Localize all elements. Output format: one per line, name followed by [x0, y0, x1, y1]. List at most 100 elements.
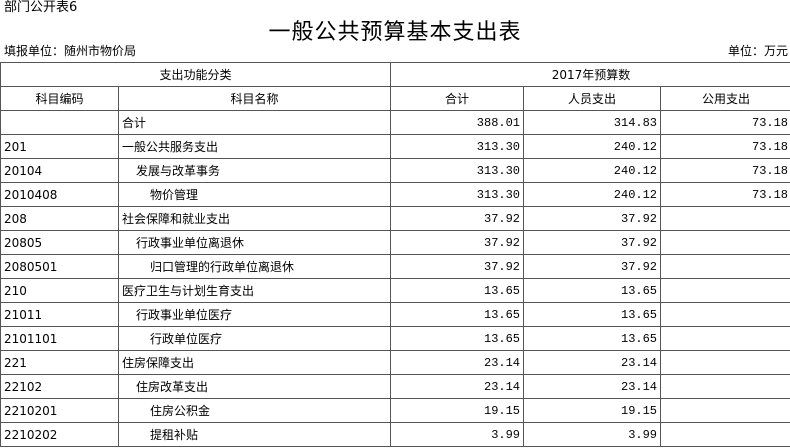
amount-cell: 37.92: [390, 230, 525, 255]
amount-cell: 23.14: [523, 374, 662, 399]
code-cell: 20805: [0, 230, 119, 255]
amount-cell: [660, 326, 790, 351]
amount-cell: 13.65: [523, 302, 662, 327]
amount-cell: [660, 230, 790, 255]
column-header-row: 科目编码 科目名称 合计 人员支出 公用支出: [0, 86, 790, 111]
amount-cell: 37.92: [523, 206, 662, 231]
name-cell: 提租补贴: [117, 422, 392, 447]
code-cell: 21011: [0, 302, 119, 327]
amount-cell: 23.14: [390, 350, 525, 375]
amount-cell: 13.65: [523, 326, 662, 351]
name-cell: 医疗卫生与计划生育支出: [117, 278, 392, 303]
name-cell: 发展与改革事务: [117, 158, 392, 183]
amount-cell: [660, 254, 790, 279]
name-cell: 一般公共服务支出: [117, 134, 392, 159]
amount-cell: [660, 398, 790, 423]
amount-cell: 3.99: [523, 422, 662, 447]
amount-cell: 13.65: [390, 326, 525, 351]
amount-cell: 240.12: [523, 134, 662, 159]
data-row: 2101101 行政单位医疗 13.65 13.65: [0, 326, 790, 351]
code-cell: 201: [0, 134, 119, 159]
data-row: 2210201 住房公积金 19.15 19.15: [0, 398, 790, 423]
amount-cell: 388.01: [390, 110, 525, 135]
code-cell: 20104: [0, 158, 119, 183]
group-header: 支出功能分类: [0, 62, 392, 87]
data-row: 2010408 物价管理 313.30 240.12 73.18: [0, 182, 790, 207]
name-cell: 社会保障和就业支出: [117, 206, 392, 231]
code-cell: 2080501: [0, 254, 119, 279]
amount-cell: 313.30: [390, 134, 525, 159]
group-header: 2017年预算数: [390, 62, 790, 87]
data-row: 20805 行政事业单位离退休 37.92 37.92: [0, 230, 790, 255]
name-cell: 住房公积金: [117, 398, 392, 423]
code-cell: [0, 110, 119, 135]
name-cell: 行政事业单位离退休: [117, 230, 392, 255]
data-row: 221 住房保障支出 23.14 23.14: [0, 350, 790, 375]
amount-cell: [660, 302, 790, 327]
amount-cell: 240.12: [523, 158, 662, 183]
name-cell: 住房保障支出: [117, 350, 392, 375]
amount-cell: [660, 374, 790, 399]
reporting-unit: 填报单位：随州市物价局: [4, 44, 137, 58]
name-cell: 物价管理: [117, 182, 392, 207]
column-header: 公用支出: [660, 86, 790, 111]
amount-cell: [660, 350, 790, 375]
code-cell: 2101101: [0, 326, 119, 351]
amount-cell: 313.30: [390, 182, 525, 207]
code-cell: 208: [0, 206, 119, 231]
group-header-row: 支出功能分类 2017年预算数: [0, 62, 790, 87]
data-row: 20104 发展与改革事务 313.30 240.12 73.18: [0, 158, 790, 183]
amount-cell: 37.92: [390, 254, 525, 279]
data-row: 201 一般公共服务支出 313.30 240.12 73.18: [0, 134, 790, 159]
table-body: 支出功能分类 2017年预算数 科目编码 科目名称 合计 人员支出 公用支出 合计 388.…: [0, 62, 790, 447]
name-cell: 行政事业单位医疗: [117, 302, 392, 327]
column-header: 合计: [390, 86, 525, 111]
code-cell: 2010408: [0, 182, 119, 207]
amount-cell: [660, 206, 790, 231]
column-header: 科目编码: [0, 86, 119, 111]
name-cell: 归口管理的行政单位离退休: [117, 254, 392, 279]
amount-cell: 19.15: [390, 398, 525, 423]
amount-cell: [660, 422, 790, 447]
amount-cell: [660, 278, 790, 303]
amount-cell: 23.14: [523, 350, 662, 375]
data-row: 合计 388.01 314.83 73.18: [0, 110, 790, 135]
amount-cell: 73.18: [660, 158, 790, 183]
amount-cell: 73.18: [660, 134, 790, 159]
column-header: 人员支出: [523, 86, 662, 111]
name-cell: 行政单位医疗: [117, 326, 392, 351]
amount-cell: 13.65: [390, 302, 525, 327]
amount-cell: 23.14: [390, 374, 525, 399]
code-cell: 2210201: [0, 398, 119, 423]
data-row: 208 社会保障和就业支出 37.92 37.92: [0, 206, 790, 231]
amount-cell: 314.83: [523, 110, 662, 135]
unit: 单位：万元: [727, 44, 788, 58]
data-row: 2210202 提租补贴 3.99 3.99: [0, 422, 790, 447]
code-cell: 210: [0, 278, 119, 303]
amount-cell: 19.15: [523, 398, 662, 423]
data-row: 21011 行政事业单位医疗 13.65 13.65: [0, 302, 790, 327]
column-header: 科目名称: [117, 86, 392, 111]
title: 一般公共预算基本支出表: [268, 20, 522, 45]
amount-cell: 37.92: [390, 206, 525, 231]
data-row: 22102 住房改革支出 23.14 23.14: [0, 374, 790, 399]
amount-cell: 37.92: [523, 230, 662, 255]
budget-table: 支出功能分类 2017年预算数 科目编码 科目名称 合计 人员支出 公用支出 合计 388.…: [0, 62, 790, 447]
code-cell: 2210202: [0, 422, 119, 447]
amount-cell: 240.12: [523, 182, 662, 207]
amount-cell: 313.30: [390, 158, 525, 183]
code-cell: 221: [0, 350, 119, 375]
sheet-tag: 部门公开表6: [4, 0, 78, 15]
amount-cell: 3.99: [390, 422, 525, 447]
data-row: 2080501 归口管理的行政单位离退休 37.92 37.92: [0, 254, 790, 279]
data-row: 210 医疗卫生与计划生育支出 13.65 13.65: [0, 278, 790, 303]
amount-cell: 37.92: [523, 254, 662, 279]
code-cell: 22102: [0, 374, 119, 399]
name-cell: 住房改革支出: [117, 374, 392, 399]
amount-cell: 73.18: [660, 182, 790, 207]
amount-cell: 13.65: [390, 278, 525, 303]
name-cell: 合计: [117, 110, 392, 135]
amount-cell: 13.65: [523, 278, 662, 303]
amount-cell: 73.18: [660, 110, 790, 135]
